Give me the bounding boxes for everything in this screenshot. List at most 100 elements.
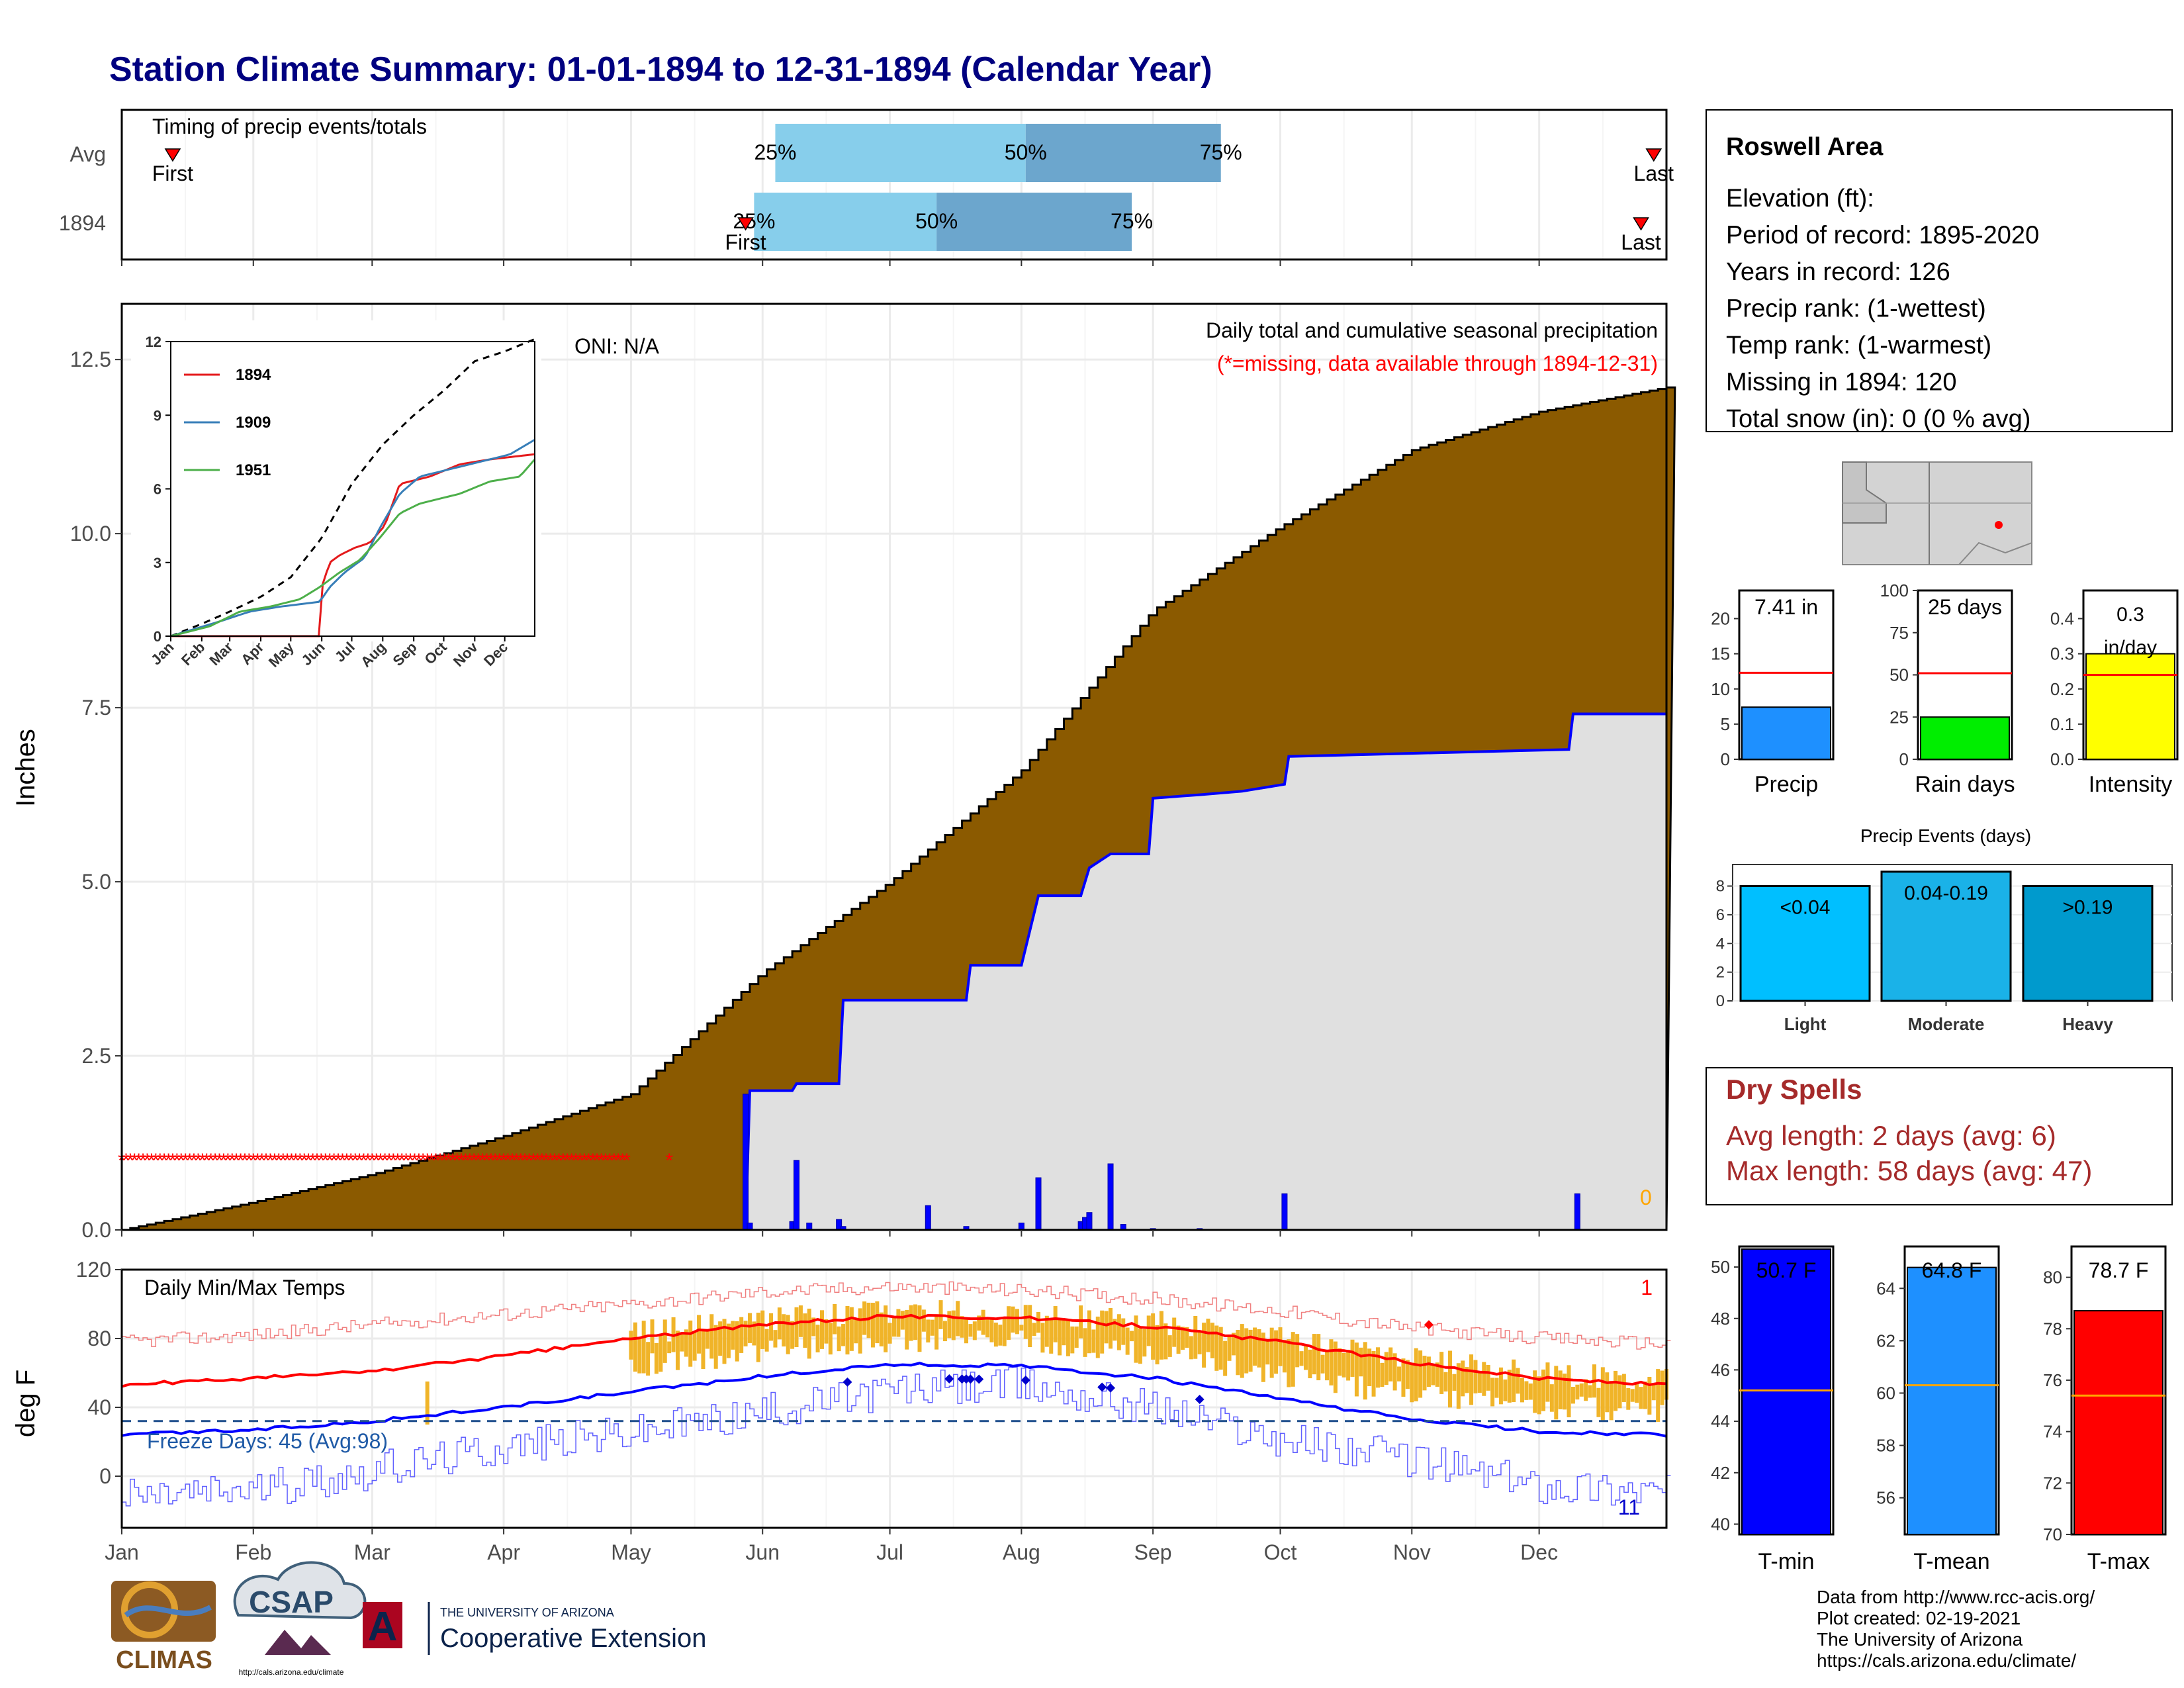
missing-day-marker: * — [300, 1150, 308, 1172]
missing-day-marker: * — [559, 1150, 567, 1172]
mini-bar-name-0: Precip — [1754, 772, 1818, 797]
missing-day-marker: * — [199, 1150, 206, 1172]
footer-credit-line-0: Data from http://www.rcc-acis.org/ — [1817, 1587, 2095, 1607]
inset-month-label-6: Jul — [332, 639, 358, 665]
daily-temp-bar — [1563, 1374, 1567, 1410]
temp-panel-title: Daily Min/Max Temps — [144, 1276, 345, 1299]
missing-day-marker: * — [232, 1150, 240, 1172]
missing-day-marker: * — [529, 1150, 537, 1172]
ua-logo-letter: A — [368, 1604, 398, 1650]
daily-temp-bar — [718, 1321, 723, 1356]
timing-first-marker-0 — [164, 148, 181, 162]
daily-temp-bar — [790, 1321, 795, 1349]
missing-day-marker: * — [271, 1150, 279, 1172]
missing-day-marker: * — [144, 1150, 152, 1172]
missing-day-marker: * — [283, 1150, 291, 1172]
daily-temp-bar — [1461, 1360, 1465, 1397]
timing-last-label-0: Last — [1634, 162, 1674, 185]
missing-day-marker: * — [292, 1150, 300, 1172]
daily-temp-bar — [1261, 1333, 1265, 1382]
daily-temp-bar — [1167, 1335, 1172, 1357]
inset-legend-label-2: 1951 — [236, 461, 271, 479]
daily-temp-bar — [667, 1341, 672, 1354]
timing-bar-high-1 — [936, 193, 1132, 251]
daily-temp-bar — [913, 1304, 918, 1340]
missing-day-marker: * — [186, 1150, 194, 1172]
precip-events-category-0: Light — [1784, 1014, 1827, 1034]
daily-temp-bar — [1227, 1336, 1232, 1361]
missing-day-marker: * — [169, 1150, 177, 1172]
missing-day-marker: * — [542, 1150, 550, 1172]
record-low-marker — [1021, 1375, 1030, 1385]
footer-credit-line-1: Plot created: 02-19-2021 — [1817, 1608, 2021, 1628]
station-line-1: Period of record: 1895-2020 — [1726, 222, 2039, 250]
daily-temp-bar — [845, 1305, 850, 1355]
daily-temp-bar — [1121, 1318, 1126, 1345]
daily-temp-bar — [743, 1321, 748, 1346]
missing-day-marker: * — [288, 1150, 296, 1172]
temp-bar-ytick-label-1-2: 60 — [1876, 1383, 1895, 1403]
precip-events-ytick-label-3: 6 — [1716, 906, 1725, 924]
missing-day-marker: * — [406, 1150, 414, 1172]
inset-month-label-2: Mar — [206, 639, 236, 669]
missing-day-marker: * — [296, 1150, 304, 1172]
daily-temp-bar — [1142, 1329, 1147, 1357]
mini-bar-ytick-label-0-1: 5 — [1721, 714, 1730, 734]
timing-first-label-1: First — [725, 230, 766, 254]
missing-day-marker: * — [665, 1150, 673, 1172]
precip-events-ytick-label-1: 2 — [1716, 964, 1725, 982]
daily-temp-bar — [726, 1323, 731, 1358]
timing-label: Timing of precip events/totals — [152, 115, 427, 138]
daily-temp-bar — [1388, 1347, 1393, 1382]
daily-temp-bar — [1049, 1319, 1054, 1354]
daily-temp-bar — [756, 1313, 760, 1362]
daily-temp-bar — [1465, 1367, 1469, 1393]
mini-bar-ytick-label-2-0: 0.0 — [2050, 749, 2074, 769]
daily-temp-bar — [1621, 1374, 1626, 1402]
footer-credit-line-2: The University of Arizona — [1817, 1629, 2023, 1650]
temp-bar-ytick-label-2-3: 76 — [2043, 1370, 2062, 1390]
daily-temp-bar — [1185, 1327, 1189, 1348]
daily-temp-bar — [1019, 1325, 1024, 1331]
daily-temp-bar — [917, 1305, 922, 1352]
missing-day-marker: * — [521, 1150, 529, 1172]
timing-q75-label-0: 75% — [1200, 140, 1242, 164]
daily-temp-bar — [1274, 1330, 1279, 1374]
daily-temp-bar — [1605, 1372, 1610, 1413]
csap-url: http://cals.arizona.edu/climate — [239, 1667, 344, 1677]
temp-bar-ytick-label-1-1: 58 — [1876, 1436, 1895, 1456]
temp-y-axis: 0 40 80 120 — [76, 1258, 122, 1488]
missing-day-marker: * — [385, 1150, 393, 1172]
daily-temp-bar — [1647, 1376, 1652, 1415]
mini-bar-name-2: Intensity — [2089, 772, 2173, 797]
footer: Data from http://www.rcc-acis.org/Plot c… — [111, 1561, 2095, 1677]
precip-events-category-1: Moderate — [1908, 1014, 1985, 1034]
daily-temp-bar — [1109, 1307, 1113, 1349]
missing-day-marker: * — [466, 1150, 474, 1172]
ua-logo-block — [363, 1602, 402, 1648]
station-line-6: Total snow (in): 0 (0 % avg) — [1726, 405, 2030, 433]
daily-temp-bar — [1125, 1327, 1130, 1355]
temp-bar-name-0: T-min — [1758, 1549, 1815, 1574]
ua-logo: A THE UNIVERSITY OF ARIZONA Cooperative … — [363, 1602, 706, 1655]
daily-temp-bar — [1516, 1368, 1520, 1394]
missing-day-marker: * — [203, 1150, 210, 1172]
daily-temp-bar — [633, 1322, 637, 1372]
daily-temp-bar — [930, 1319, 934, 1336]
temp-bar-ytick-label-2-1: 72 — [2043, 1473, 2062, 1493]
daily-temp-bar — [1223, 1340, 1228, 1376]
mini-bar-ytick-label-1-4: 100 — [1880, 581, 1909, 600]
daily-temp-bar — [1295, 1334, 1300, 1368]
daily-temp-bar — [1193, 1315, 1198, 1359]
missing-day-marker: * — [584, 1150, 592, 1172]
daily-temp-bar — [654, 1342, 659, 1374]
precip-y-label: Inches — [11, 729, 40, 807]
temp-bar-fill-2 — [2073, 1310, 2163, 1536]
missing-day-marker: * — [148, 1150, 156, 1172]
temp-bar-value-label-1: 64.8 F — [1922, 1258, 1982, 1282]
missing-day-marker: * — [500, 1150, 508, 1172]
mini-bar-value-label-2: 0.3 — [2116, 604, 2144, 626]
inset-series-line-2 — [170, 439, 535, 637]
missing-day-marker: * — [547, 1150, 555, 1172]
